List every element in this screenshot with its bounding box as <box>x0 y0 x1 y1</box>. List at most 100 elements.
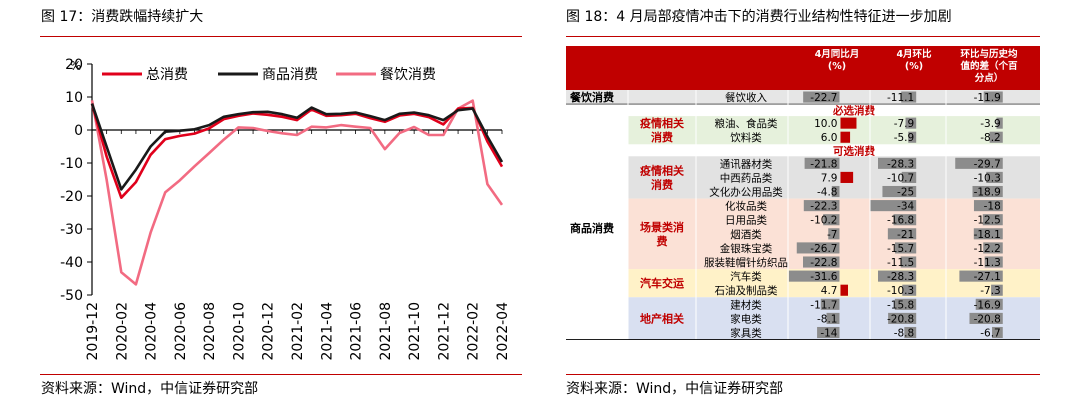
value-bar <box>973 200 1003 212</box>
value-bar <box>982 214 1003 226</box>
value-bar <box>973 228 1003 240</box>
y-tick-label: 0 <box>74 123 83 139</box>
series-line-2 <box>90 99 504 286</box>
value-label: -8.2 <box>980 132 1001 144</box>
value-label: -29.7 <box>974 158 1001 170</box>
figure-18-title-rule <box>566 36 1040 37</box>
value-label: 4.7 <box>821 285 838 297</box>
value-bar <box>840 117 857 129</box>
x-tick-label: 2020-12 <box>261 302 277 361</box>
value-bar <box>828 228 840 240</box>
value-bar <box>817 326 840 339</box>
value-bar <box>983 242 1003 254</box>
row-item-label: 日用品类 <box>725 214 767 227</box>
value-label: -10.2 <box>810 215 837 227</box>
figure-17-title: 图 17：消费跌幅持续扩大 <box>41 9 204 25</box>
row-item-label: 中西药品类 <box>720 171 773 184</box>
value-label: -6.7 <box>980 327 1001 339</box>
value-label: -12.5 <box>974 215 1001 227</box>
value-label: -12.2 <box>974 243 1001 255</box>
value-bar <box>803 200 840 212</box>
catering-row-bg <box>566 90 1040 105</box>
value-label: -11.3 <box>974 257 1001 269</box>
y-tick-label: -40 <box>60 255 83 271</box>
x-tick-label: 2020-02 <box>114 302 130 361</box>
group-label: 场景类消 <box>640 220 684 234</box>
value-label: -34 <box>897 201 914 213</box>
value-bar <box>840 171 854 183</box>
value-bar <box>969 312 1003 324</box>
y-tick-label: -30 <box>60 222 83 238</box>
x-tick-label: 2020-10 <box>231 302 247 361</box>
x-tick-label: 2020-04 <box>144 302 160 361</box>
value-label: -21.8 <box>810 158 837 170</box>
group-label: 消费 <box>651 177 673 191</box>
subheader-1: 可选消费 <box>833 144 875 157</box>
y-tick-label: -20 <box>60 189 83 205</box>
value-bar <box>796 242 840 254</box>
group-bg <box>628 116 1040 145</box>
row-item-label: 金银珠宝类 <box>720 242 773 255</box>
y-tick-label: 20 <box>65 57 83 73</box>
consumption-structure-table: 4月同比月(%)4月环比(%)环比与历史均值的差（个百分点）疫情相关消费疫情相关… <box>566 46 1040 340</box>
value-bar <box>840 131 851 143</box>
legend-label: 商品消费 <box>262 67 318 83</box>
value-label: -22.8 <box>810 257 837 269</box>
figure-17-source: 资料来源：Wind，中信证券研究部 <box>41 381 259 397</box>
value-label: -26.7 <box>810 243 837 255</box>
value-bar <box>959 270 1003 282</box>
value-bar <box>902 284 917 296</box>
table-header-text: 值的差（个百 <box>960 60 1018 72</box>
row-item-label: 通讯器材类 <box>720 157 773 170</box>
value-label: -18 <box>984 201 1001 213</box>
value-bar <box>955 157 1003 169</box>
table-header-text: (%) <box>828 61 846 72</box>
value-bar <box>972 185 1003 198</box>
value-label: -18.1 <box>974 229 1001 241</box>
value-label: -4.8 <box>817 186 838 198</box>
value-label: 6.0 <box>821 132 838 144</box>
value-bar <box>992 326 1003 339</box>
row-item-label: 建材类 <box>730 298 762 311</box>
legend-label: 总消费 <box>146 67 188 83</box>
table-header-text: 分点） <box>975 72 1004 84</box>
row-item-label: 家具类 <box>730 326 762 339</box>
subheader-0: 必选消费 <box>832 104 875 117</box>
value-label: -15.7 <box>887 243 914 255</box>
value-bar <box>986 171 1003 183</box>
value-bar <box>823 214 840 226</box>
value-bar <box>877 157 917 169</box>
group-label: 疫情相关 <box>640 116 684 130</box>
value-label: -25 <box>897 186 914 198</box>
category-label: 餐饮消费 <box>569 90 614 104</box>
row-item-label: 家电类 <box>730 312 762 325</box>
value-label: -28.3 <box>887 271 914 283</box>
value-label: -11.5 <box>887 257 914 269</box>
series-line-1 <box>90 103 504 191</box>
value-bar <box>887 228 917 240</box>
row-item-label: 服装鞋帽针纺织品 <box>704 256 788 269</box>
group-label: 疫情相关 <box>640 163 684 177</box>
figure-18-source: 资料来源：Wind，中信证券研究部 <box>566 381 784 397</box>
x-tick-label: 2020-06 <box>173 302 189 361</box>
figure-18-title: 图 18：4 月局部疫情冲击下的消费行业结构性特征进一步加剧 <box>566 9 952 25</box>
x-tick-label: 2022-02 <box>466 302 482 361</box>
value-bar <box>901 171 917 183</box>
value-label: -8.1 <box>817 313 838 325</box>
value-bar <box>803 91 840 103</box>
row-item-label: 石油及制品类 <box>715 284 778 297</box>
row-item-label: 餐饮收入 <box>725 91 767 104</box>
value-bar <box>888 312 917 324</box>
table-header-text: 4月环比 <box>896 48 932 60</box>
group-label: 费 <box>657 234 668 248</box>
table-header-text: 4月同比月 <box>815 48 860 60</box>
x-tick-label: 2019-12 <box>85 302 101 361</box>
table-header-text: (%) <box>905 61 923 72</box>
value-bar <box>840 284 848 296</box>
value-bar <box>870 200 917 212</box>
value-label: -21 <box>897 229 914 241</box>
value-label: -8.8 <box>894 327 915 339</box>
value-bar <box>983 91 1003 103</box>
value-label: -16.9 <box>974 299 1001 311</box>
value-bar <box>984 256 1003 268</box>
